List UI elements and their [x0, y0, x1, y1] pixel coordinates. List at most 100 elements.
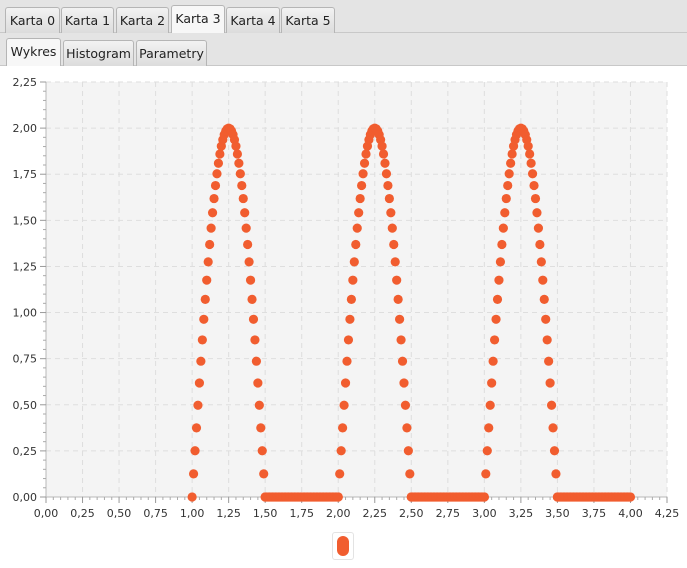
top-tab-bar: Karta 0 Karta 1 Karta 2 Karta 3 Karta 4 …: [0, 0, 687, 33]
data-point: [625, 492, 636, 502]
y-tick-label: 0,50: [13, 399, 38, 412]
tab-karta-1[interactable]: Karta 1: [61, 7, 114, 33]
data-point: [187, 492, 197, 502]
data-point: [542, 335, 552, 345]
data-point: [380, 158, 390, 168]
data-point: [489, 335, 500, 345]
data-point: [487, 378, 497, 388]
data-point: [548, 423, 558, 433]
data-point: [203, 257, 213, 267]
sub-tab-bar: Wykres Histogram Parametry: [0, 33, 687, 66]
data-point: [495, 257, 506, 267]
data-point: [530, 193, 541, 204]
data-point: [205, 239, 215, 250]
x-tick-label: 4,00: [618, 507, 643, 520]
data-point: [381, 169, 392, 179]
data-point: [254, 400, 264, 410]
data-point: [207, 208, 218, 218]
data-point: [532, 208, 542, 218]
scatter-chart: 0,00 0,25 0,50 0,75 1,00 1,25 1,50 1,75 2,00 2,25…: [13, 76, 680, 520]
data-point: [342, 356, 352, 366]
data-point: [541, 314, 551, 324]
data-point: [535, 239, 545, 250]
data-point: [481, 469, 491, 479]
data-point: [194, 378, 205, 388]
x-tick-label: 4,25: [655, 507, 680, 520]
data-point: [500, 208, 510, 218]
data-point: [333, 492, 343, 502]
tab-histogram[interactable]: Histogram: [63, 40, 134, 66]
data-point: [193, 400, 203, 410]
data-point: [549, 446, 560, 456]
data-point: [503, 180, 513, 191]
x-tick-label: 3,25: [509, 507, 534, 520]
tab-karta-2[interactable]: Karta 2: [116, 7, 169, 33]
data-point: [383, 180, 393, 191]
x-tick-label: 3,50: [545, 507, 570, 520]
data-point: [492, 294, 503, 304]
data-point: [479, 492, 489, 502]
data-point: [484, 423, 494, 433]
data-point: [231, 141, 241, 151]
x-tick-label: 2,25: [363, 507, 388, 520]
tab-karta-4[interactable]: Karta 4: [226, 7, 280, 33]
y-tick-label: 1,00: [13, 307, 38, 320]
data-point: [336, 446, 346, 456]
data-point: [245, 275, 256, 285]
x-tick-label: 1,50: [253, 507, 278, 520]
data-point: [545, 378, 555, 388]
data-point: [349, 257, 359, 267]
data-point: [253, 378, 263, 388]
data-point: [352, 223, 362, 233]
data-point: [238, 193, 248, 204]
data-point: [234, 158, 244, 168]
data-point: [190, 446, 200, 456]
data-point: [529, 180, 539, 191]
x-tick-label: 0,00: [34, 507, 59, 520]
data-point: [377, 141, 387, 151]
data-point: [400, 400, 411, 410]
y-axis-ticks: 0,00 0,25 0,50 0,75 1,00 1,25 1,50 1,75 2,00 2,25: [13, 76, 46, 504]
x-tick-label: 0,25: [70, 507, 95, 520]
data-point: [397, 356, 408, 366]
legend-series-symbol: [337, 536, 349, 556]
data-point: [232, 149, 243, 159]
data-point: [191, 423, 202, 433]
data-point: [538, 275, 548, 285]
data-point: [346, 294, 356, 304]
tab-parametry[interactable]: Parametry: [136, 40, 207, 66]
y-tick-label: 1,25: [13, 260, 38, 273]
data-points: [187, 123, 636, 502]
data-point: [250, 335, 260, 345]
data-point: [335, 469, 345, 479]
y-tick-label: 1,75: [13, 168, 38, 181]
data-point: [389, 239, 399, 250]
data-point: [395, 314, 405, 324]
data-point: [384, 193, 394, 204]
data-point: [482, 446, 492, 456]
x-tick-label: 2,50: [399, 507, 424, 520]
data-point: [544, 356, 554, 366]
x-tick-label: 1,25: [216, 507, 241, 520]
data-point: [498, 223, 508, 233]
data-point: [248, 314, 259, 324]
tab-karta-3[interactable]: Karta 3: [171, 5, 225, 33]
data-point: [546, 400, 557, 410]
x-tick-label: 2,00: [326, 507, 351, 520]
plot-area: [46, 82, 667, 497]
y-tick-label: 0,75: [13, 353, 38, 366]
data-point: [259, 469, 269, 479]
tab-wykres[interactable]: Wykres: [6, 38, 61, 66]
data-point: [244, 257, 254, 267]
tab-karta-0[interactable]: Karta 0: [5, 7, 60, 33]
data-point: [393, 294, 403, 304]
data-point: [348, 275, 358, 285]
data-point: [343, 335, 354, 345]
data-point: [491, 314, 501, 324]
data-point: [361, 149, 371, 159]
data-point: [485, 400, 495, 410]
data-point: [340, 378, 351, 388]
tab-karta-5[interactable]: Karta 5: [281, 7, 335, 33]
data-point: [539, 294, 549, 304]
data-point: [235, 169, 245, 179]
